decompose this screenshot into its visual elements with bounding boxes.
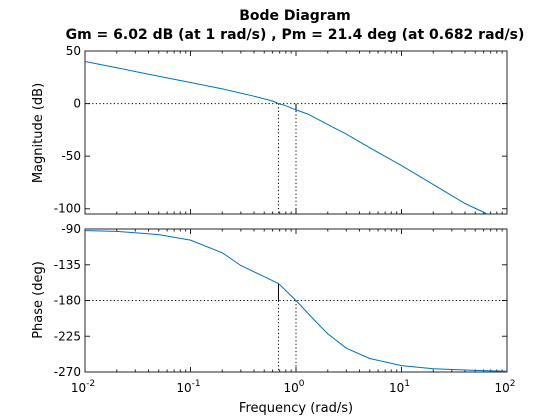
x-tick-label: 102: [494, 379, 515, 395]
x-tick-exponent: -2: [86, 379, 95, 389]
x-tick-base: 10: [494, 381, 509, 395]
magnitude-series-line: [84, 61, 488, 215]
x-tick-exponent: 2: [510, 379, 516, 389]
magnitude-ytick-label: 0: [73, 97, 81, 111]
x-tick-base: 10: [389, 381, 404, 395]
phase-ytick-label: -225: [54, 329, 81, 343]
x-tick-label: 101: [389, 379, 410, 395]
chart-subtitle: Gm = 6.02 dB (at 1 rad/s) , Pm = 21.4 de…: [66, 27, 525, 43]
phase-ylabel: Phase (deg): [31, 261, 46, 339]
x-tick-exponent: 1: [404, 379, 410, 389]
magnitude-ytick-label: -50: [61, 149, 81, 163]
phase-ytick-label: -90: [61, 222, 81, 236]
magnitude-ytick-label: 50: [66, 44, 81, 58]
phase-panel: -90 -135 -180 -225 -270 Phase (deg): [31, 222, 508, 379]
x-axis-label: Frequency (rad/s): [239, 401, 353, 416]
magnitude-ylabel: Magnitude (dB): [31, 83, 46, 183]
phase-ytick-label: -180: [54, 294, 81, 308]
x-tick-base: 10: [176, 381, 191, 395]
x-tick-label: 10-1: [176, 379, 200, 395]
magnitude-ytick-label: -100: [54, 202, 81, 216]
phase-ytick-label: -270: [54, 365, 81, 379]
phase-series-line: [84, 230, 508, 372]
x-tick-exponent: -1: [192, 379, 201, 389]
x-tick-base: 10: [71, 381, 86, 395]
x-tick-label: 10-2: [71, 379, 95, 395]
x-tick-base: 10: [283, 381, 298, 395]
magnitude-panel: 50 0 -50 -100 Magnitude (dB): [31, 44, 508, 216]
x-tick-label: 100: [283, 379, 304, 395]
chart-title: Bode Diagram: [239, 8, 351, 24]
x-tick-exponent: 0: [299, 379, 305, 389]
phase-plot-layer: -90 -135 -180 -225 -270: [54, 222, 508, 379]
phase-ytick-label: -135: [54, 258, 81, 272]
magnitude-plot-layer: 50 0 -50 -100: [54, 44, 508, 216]
